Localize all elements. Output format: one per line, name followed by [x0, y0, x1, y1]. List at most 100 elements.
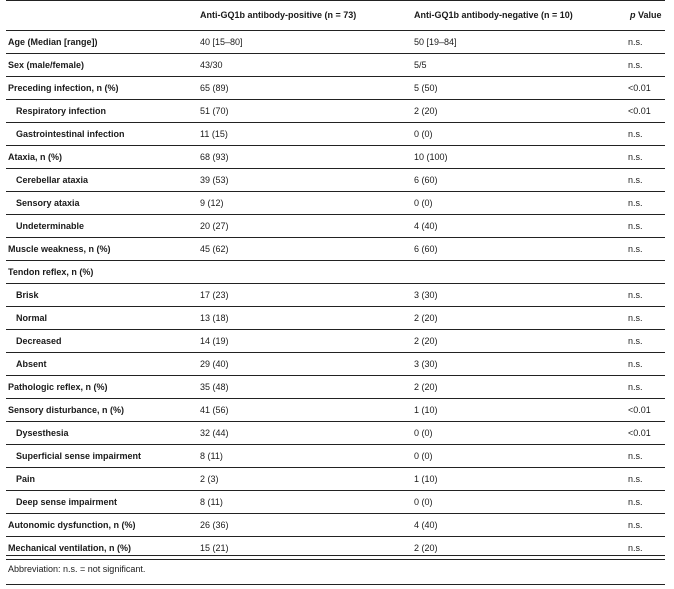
table-row: Sex (male/female) 43/30 5/5 n.s. — [6, 54, 665, 77]
table-row: Decreased 14 (19) 2 (20) n.s. — [6, 330, 665, 353]
negative-value-cell: 3 (30) — [414, 358, 438, 369]
p-value-cell: n.s. — [628, 358, 643, 369]
table-row: Normal 13 (18) 2 (20) n.s. — [6, 307, 665, 330]
p-value-cell: n.s. — [628, 335, 643, 346]
negative-value-cell: 6 (60) — [414, 243, 438, 254]
negative-value-cell: 10 (100) — [414, 151, 448, 162]
p-value-cell: n.s. — [628, 496, 643, 507]
positive-value-cell: 45 (62) — [200, 243, 229, 254]
positive-value-cell: 26 (36) — [200, 519, 229, 530]
header-row: Anti-GQ1b antibody-positive (n = 73) Ant… — [6, 0, 665, 31]
p-value-cell: n.s. — [628, 450, 643, 461]
table-row: Mechanical ventilation, n (%) 15 (21) 2 (2… — [6, 537, 665, 560]
negative-value-cell: 0 (0) — [414, 128, 433, 139]
negative-value-cell: 2 (20) — [414, 312, 438, 323]
table-row: Tendon reflex, n (%) — [6, 261, 665, 284]
table-row: Brisk 17 (23) 3 (30) n.s. — [6, 284, 665, 307]
positive-value-cell: 29 (40) — [200, 358, 229, 369]
positive-value-cell — [198, 261, 412, 284]
p-value-cell: <0.01 — [628, 404, 651, 415]
row-label: Absent — [16, 358, 47, 369]
table-row: Sensory ataxia 9 (12) 0 (0) n.s. — [6, 192, 665, 215]
negative-value-cell: 1 (10) — [414, 473, 438, 484]
row-label: Pathologic reflex, n (%) — [8, 381, 108, 392]
clinical-features-table-container: Anti-GQ1b antibody-positive (n = 73) Ant… — [6, 0, 665, 560]
negative-value-cell — [412, 261, 628, 284]
row-label: Undeterminable — [16, 220, 85, 231]
row-label: Pain — [16, 473, 36, 484]
positive-value-cell: 41 (56) — [200, 404, 229, 415]
negative-value-cell: 2 (20) — [414, 105, 438, 116]
header-empty-cell — [6, 1, 198, 31]
negative-value-cell: 0 (0) — [414, 197, 433, 208]
p-value-cell: n.s. — [628, 197, 643, 208]
negative-value-cell: 50 [19–84] — [414, 36, 457, 47]
p-value-cell: n.s. — [628, 59, 643, 70]
positive-value-cell: 32 (44) — [200, 427, 229, 438]
row-label: Deep sense impairment — [16, 496, 118, 507]
p-value-cell: n.s. — [628, 519, 643, 530]
table-row: Ataxia, n (%) 68 (93) 10 (100) n.s. — [6, 146, 665, 169]
positive-value-cell: 35 (48) — [200, 381, 229, 392]
p-value-cell: <0.01 — [628, 82, 651, 93]
row-label: Normal — [16, 312, 48, 323]
p-value-cell: n.s. — [628, 220, 643, 231]
table-row: Undeterminable 20 (27) 4 (40) n.s. — [6, 215, 665, 238]
table-row: Muscle weakness, n (%) 45 (62) 6 (60) n.s. — [6, 238, 665, 261]
row-label: Dysesthesia — [16, 427, 69, 438]
header-p-value: p Value — [628, 1, 665, 31]
p-value-cell: n.s. — [628, 381, 643, 392]
p-value-cell: n.s. — [628, 289, 643, 300]
table-row: Dysesthesia 32 (44) 0 (0) <0.01 — [6, 422, 665, 445]
table-row: Gastrointestinal infection 11 (15) 0 (0) n.… — [6, 123, 665, 146]
negative-value-cell: 0 (0) — [414, 427, 433, 438]
row-label: Sensory disturbance, n (%) — [8, 404, 125, 415]
negative-value-cell: 5/5 — [414, 59, 427, 70]
table-row: Cerebellar ataxia 39 (53) 6 (60) n.s. — [6, 169, 665, 192]
positive-value-cell: 2 (3) — [200, 473, 219, 484]
table-row: Pathologic reflex, n (%) 35 (48) 2 (20) n.s… — [6, 376, 665, 399]
negative-value-cell: 6 (60) — [414, 174, 438, 185]
p-value-cell — [628, 261, 665, 284]
negative-value-cell: 5 (50) — [414, 82, 438, 93]
table-row: Absent 29 (40) 3 (30) n.s. — [6, 353, 665, 376]
p-value-cell: n.s. — [628, 128, 643, 139]
positive-value-cell: 13 (18) — [200, 312, 229, 323]
positive-value-cell: 65 (89) — [200, 82, 229, 93]
negative-value-cell: 2 (20) — [414, 335, 438, 346]
header-positive-group: Anti-GQ1b antibody-positive (n = 73) — [200, 10, 357, 20]
row-label: Gastrointestinal infection — [16, 128, 125, 139]
header-p-italic: p — [630, 10, 636, 20]
row-label: Tendon reflex, n (%) — [8, 266, 94, 277]
p-value-cell: <0.01 — [628, 427, 651, 438]
table-row: Preceding infection, n (%) 65 (89) 5 (50) <… — [6, 77, 665, 100]
negative-value-cell: 3 (30) — [414, 289, 438, 300]
row-label: Mechanical ventilation, n (%) — [8, 542, 132, 553]
positive-value-cell: 9 (12) — [200, 197, 224, 208]
p-value-cell: <0.01 — [628, 105, 651, 116]
positive-value-cell: 68 (93) — [200, 151, 229, 162]
positive-value-cell: 11 (15) — [200, 128, 228, 139]
row-label: Sensory ataxia — [16, 197, 80, 208]
row-label: Superficial sense impairment — [16, 450, 142, 461]
negative-value-cell: 4 (40) — [414, 519, 438, 530]
positive-value-cell: 39 (53) — [200, 174, 229, 185]
row-label: Brisk — [16, 289, 39, 300]
p-value-cell: n.s. — [628, 473, 643, 484]
positive-value-cell: 8 (11) — [200, 496, 223, 507]
table-body: Age (Median [range]) 40 [15–80] 50 [19–84]… — [6, 31, 665, 560]
row-label: Ataxia, n (%) — [8, 151, 63, 162]
negative-value-cell: 0 (0) — [414, 496, 433, 507]
negative-value-cell: 1 (10) — [414, 404, 438, 415]
row-label: Decreased — [16, 335, 62, 346]
negative-value-cell: 0 (0) — [414, 450, 433, 461]
positive-value-cell: 40 [15–80] — [200, 36, 243, 47]
positive-value-cell: 17 (23) — [200, 289, 229, 300]
negative-value-cell: 2 (20) — [414, 381, 438, 392]
table-row: Respiratory infection 51 (70) 2 (20) <0.01 — [6, 100, 665, 123]
table-row: Pain 2 (3) 1 (10) n.s. — [6, 468, 665, 491]
table-header: Anti-GQ1b antibody-positive (n = 73) Ant… — [6, 0, 665, 31]
positive-value-cell: 43/30 — [200, 59, 223, 70]
p-value-cell: n.s. — [628, 542, 643, 553]
p-value-cell: n.s. — [628, 36, 643, 47]
